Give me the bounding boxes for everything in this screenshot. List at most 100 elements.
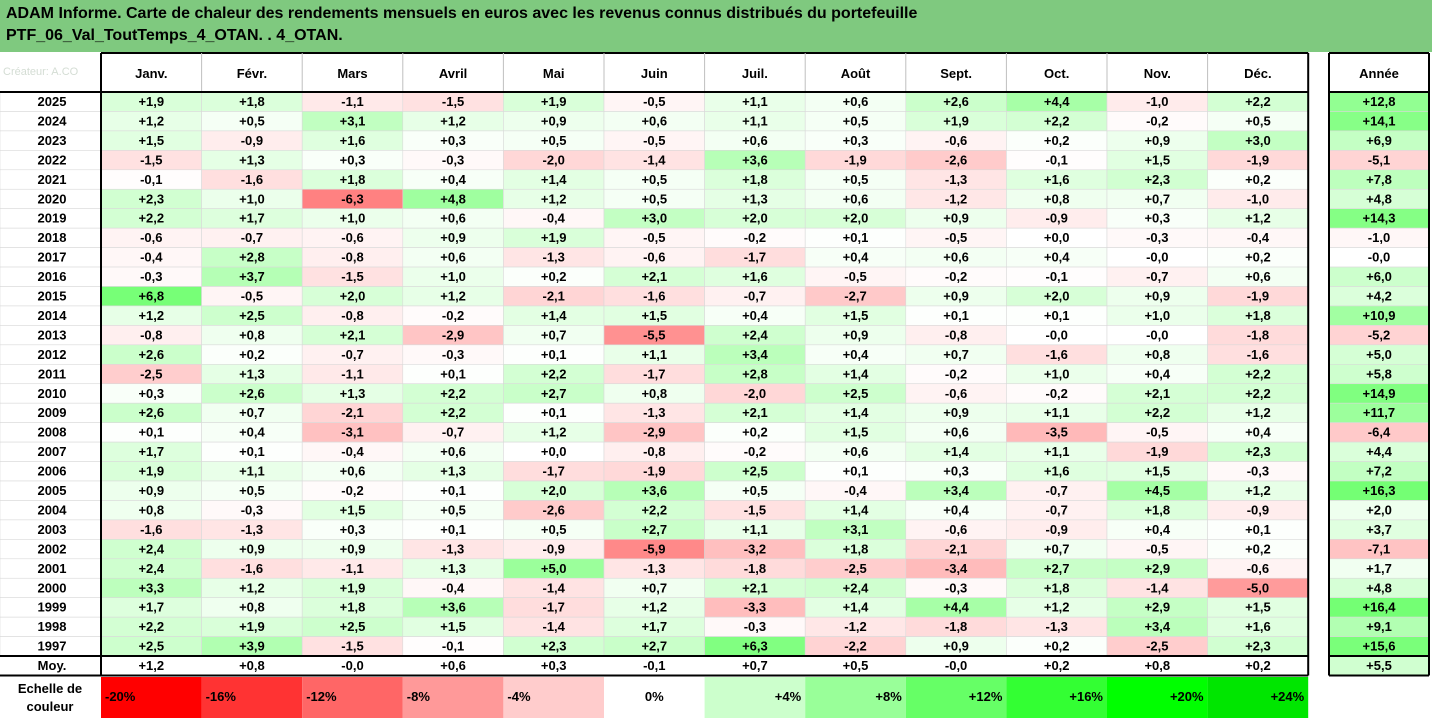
cell-value: +0,6	[440, 250, 466, 265]
cell-value: +0,1	[541, 347, 567, 362]
cell-value: +1,9	[340, 580, 366, 595]
cell-value: +1,9	[138, 94, 164, 109]
cell-value: +0,9	[943, 405, 969, 420]
cell-value: +2,7	[1044, 561, 1070, 576]
cell-value: -1,3	[241, 522, 263, 537]
cell-value: +1,8	[340, 600, 366, 615]
cell-value: -0,0	[1146, 327, 1168, 342]
year-label: 2023	[38, 133, 67, 148]
cell-value: -1,3	[1045, 619, 1067, 634]
cell-value: +2,0	[843, 211, 869, 226]
year-label: 2002	[38, 541, 67, 556]
year-label: 2008	[38, 425, 67, 440]
scale-label: +24%	[1271, 689, 1305, 704]
cell-value: +3,7	[239, 269, 265, 284]
average-cell	[704, 656, 806, 676]
cell-value: +6,8	[138, 289, 164, 304]
cell-value: +2,2	[541, 366, 567, 381]
cell-value: -0,6	[945, 386, 967, 401]
cell-value: -0,1	[442, 639, 464, 654]
cell-value: +0,4	[1245, 425, 1271, 440]
annual-value: +1,7	[1366, 561, 1392, 576]
cell-value: +0,6	[742, 133, 768, 148]
cell-value: +2,7	[541, 386, 567, 401]
cell-value: +0,4	[1144, 522, 1170, 537]
cell-value: +1,7	[138, 444, 164, 459]
annual-value: +4,2	[1366, 289, 1392, 304]
cell-value: -2,0	[542, 152, 564, 167]
month-header: Juil.	[742, 66, 768, 81]
cell-value: -0,3	[945, 580, 967, 595]
cell-value: +2,5	[742, 464, 768, 479]
month-header: Nov.	[1144, 66, 1171, 81]
month-header: Avril	[439, 66, 467, 81]
cell-value: +1,5	[138, 133, 164, 148]
year-label: 2003	[38, 522, 67, 537]
cell-value: +0,9	[1144, 289, 1170, 304]
cell-value: -1,3	[643, 561, 665, 576]
scale-label: +12%	[969, 689, 1003, 704]
cell-value: +0,1	[1044, 308, 1070, 323]
cell-value: +3,3	[138, 580, 164, 595]
cell-value: +0,3	[943, 464, 969, 479]
cell-value: -1,7	[744, 250, 766, 265]
cell-value: +2,8	[239, 250, 265, 265]
cell-value: -0,3	[140, 269, 162, 284]
average-cell	[402, 656, 504, 676]
cell-value: +2,0	[742, 211, 768, 226]
cell-value: +1,1	[641, 347, 667, 362]
cell-value: +1,8	[1044, 580, 1070, 595]
annual-value: +4,4	[1366, 444, 1392, 459]
year-label: 2024	[38, 113, 68, 128]
average-cell	[604, 656, 705, 676]
year-label: 2005	[38, 483, 67, 498]
cell-value: +0,1	[440, 522, 466, 537]
scale-swatch	[101, 677, 202, 718]
average-value: +0,2	[1245, 658, 1271, 673]
cell-value: +1,3	[239, 152, 265, 167]
cell-value: -0,6	[945, 522, 967, 537]
annual-value: +16,3	[1363, 483, 1396, 498]
scale-swatch	[302, 677, 403, 718]
year-label: 2021	[38, 172, 67, 187]
cell-value: +0,5	[641, 172, 667, 187]
cell-value: +0,5	[843, 172, 869, 187]
cell-value: +0,7	[541, 327, 567, 342]
average-value: +0,3	[541, 658, 567, 673]
cell-value: +1,9	[943, 113, 969, 128]
cell-value: +1,4	[943, 444, 969, 459]
cell-value: -2,9	[643, 425, 665, 440]
cell-value: +1,4	[843, 502, 869, 517]
cell-value: -2,5	[140, 366, 162, 381]
cell-value: -1,5	[744, 502, 766, 517]
cell-value: -0,3	[442, 152, 464, 167]
cell-value: +1,3	[742, 191, 768, 206]
cell-value: +2,1	[1144, 386, 1170, 401]
cell-value: -5,5	[643, 327, 665, 342]
cell-value: +2,1	[742, 405, 768, 420]
scale-label: -16%	[206, 689, 237, 704]
annual-value: +14,1	[1363, 113, 1396, 128]
cell-value: +0,9	[340, 541, 366, 556]
annual-value: +10,9	[1363, 308, 1396, 323]
cell-value: +2,2	[1245, 94, 1271, 109]
annual-value: +6,9	[1366, 133, 1392, 148]
cell-value: +2,2	[440, 405, 466, 420]
cell-value: +3,0	[1245, 133, 1271, 148]
cell-value: -1,3	[442, 541, 464, 556]
cell-value: +1,8	[1245, 308, 1271, 323]
month-header: Janv.	[135, 66, 167, 81]
cell-value: -3,1	[341, 425, 363, 440]
cell-value: +0,5	[541, 522, 567, 537]
cell-value: +2,2	[1245, 366, 1271, 381]
cell-value: -0,1	[140, 172, 162, 187]
cell-value: +1,4	[541, 308, 567, 323]
cell-value: +1,2	[138, 113, 164, 128]
cell-value: -0,5	[643, 94, 665, 109]
cell-value: +3,6	[440, 600, 466, 615]
annual-value: -6,4	[1368, 425, 1391, 440]
chart-title-line-2: PTF_06_Val_ToutTemps_4_OTAN. . 4_OTAN.	[6, 27, 343, 44]
cell-value: +1,4	[843, 405, 869, 420]
cell-value: +1,6	[742, 269, 768, 284]
cell-value: -2,9	[442, 327, 464, 342]
